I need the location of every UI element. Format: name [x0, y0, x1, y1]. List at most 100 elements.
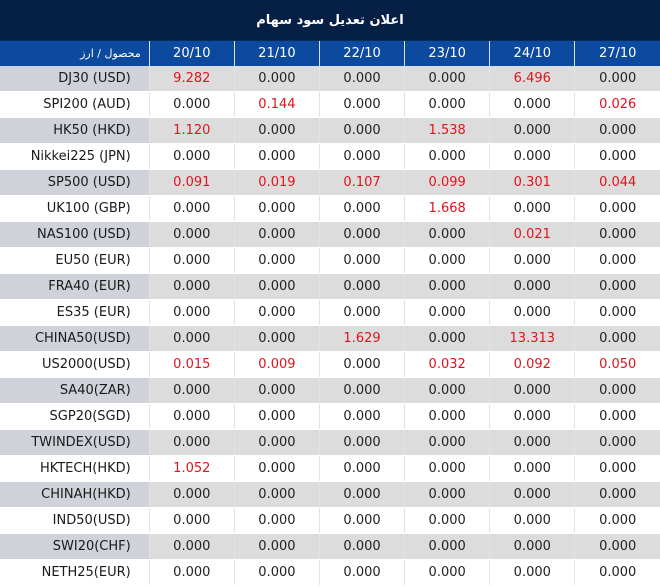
dividend-value-cell: 0.000	[234, 507, 320, 534]
dividend-value-cell: 0.000	[234, 455, 320, 482]
dividend-value-cell: 0.000	[234, 117, 320, 144]
dividend-value-cell: 0.000	[489, 299, 576, 326]
table-row: NAS100 (USD) 0.000 0.000 0.000 0.000 0.021 0.0…	[0, 221, 660, 248]
dividend-value-cell: 0.144	[234, 91, 320, 118]
dividend-value-cell: 0.000	[234, 66, 320, 92]
dividend-value-cell: 0.000	[149, 299, 235, 326]
dividend-value-cell: 13.313	[489, 325, 576, 352]
dividend-value-cell: 0.000	[404, 143, 491, 170]
header-date: 21/10	[234, 41, 320, 66]
header-date: 22/10	[319, 41, 406, 66]
dividend-value-cell: 0.000	[489, 403, 576, 430]
dividend-value-cell: 1.668	[404, 195, 491, 222]
dividend-value-cell: 0.000	[149, 143, 235, 170]
product-name-cell: EU50 (EUR)	[0, 247, 150, 274]
dividend-value-cell: 0.009	[234, 351, 320, 378]
product-name-cell: UK100 (GBP)	[0, 195, 150, 222]
dividend-value-cell: 0.000	[404, 429, 491, 456]
dividend-value-cell: 0.000	[404, 403, 491, 430]
dividend-value-cell: 0.000	[489, 455, 576, 482]
header-product-currency: محصول / ارز	[0, 41, 150, 66]
product-name-cell: CHINAH(HKD)	[0, 481, 150, 508]
table-row: ES35 (EUR) 0.000 0.000 0.000 0.000 0.000 0.000	[0, 299, 660, 326]
table-row: US2000(USD) 0.015 0.009 0.000 0.032 0.092 0.05…	[0, 351, 660, 378]
dividend-value-cell: 0.000	[319, 273, 406, 300]
dividend-value-cell: 0.000	[319, 507, 406, 534]
dividend-value-cell: 1.629	[319, 325, 406, 352]
dividend-value-cell: 0.000	[149, 507, 235, 534]
dividend-value-cell: 0.091	[149, 169, 235, 196]
product-name-cell: SGP20(SGD)	[0, 403, 150, 430]
dividend-value-cell: 0.000	[404, 273, 491, 300]
dividend-value-cell: 0.000	[404, 481, 491, 508]
dividend-value-cell: 0.000	[489, 377, 576, 404]
table-row: UK100 (GBP) 0.000 0.000 0.000 1.668 0.000 0.00…	[0, 195, 660, 222]
header-row: محصول / ارز 20/10 21/10 22/10 23/10 24/1…	[0, 41, 660, 66]
dividend-value-cell: 0.000	[404, 507, 491, 534]
dividend-value-cell: 0.000	[574, 403, 660, 430]
dividend-value-cell: 0.000	[319, 455, 406, 482]
dividend-value-cell: 0.000	[404, 377, 491, 404]
table-row: CHINA50(USD) 0.000 0.000 1.629 0.000 13.313 0.…	[0, 325, 660, 352]
dividend-value-cell: 0.000	[319, 299, 406, 326]
dividend-value-cell: 0.099	[404, 169, 491, 196]
dividend-value-cell: 1.120	[149, 117, 235, 144]
table-row: SWI20(CHF) 0.000 0.000 0.000 0.000 0.000 0.000	[0, 533, 660, 560]
dividend-value-cell: 0.000	[149, 325, 235, 352]
dividend-value-cell: 0.000	[574, 299, 660, 326]
table-row: HK50 (HKD) 1.120 0.000 0.000 1.538 0.000 0.000	[0, 117, 660, 144]
dividend-value-cell: 0.000	[234, 403, 320, 430]
table-row: DJ30 (USD) 9.282 0.000 0.000 0.000 6.496 0.000	[0, 66, 660, 92]
dividend-value-cell: 0.000	[489, 533, 576, 560]
product-name-cell: HK50 (HKD)	[0, 117, 150, 144]
dividend-value-cell: 0.000	[404, 533, 491, 560]
dividend-value-cell: 0.107	[319, 169, 406, 196]
dividend-value-cell: 0.000	[574, 377, 660, 404]
product-name-cell: SA40(ZAR)	[0, 377, 150, 404]
dividend-value-cell: 0.000	[234, 325, 320, 352]
table-row: HKTECH(HKD) 1.052 0.000 0.000 0.000 0.000 0.00…	[0, 455, 660, 482]
dividend-value-cell: 0.000	[319, 117, 406, 144]
dividend-value-cell: 0.000	[404, 455, 491, 482]
dividend-table: محصول / ارز 20/10 21/10 22/10 23/10 24/1…	[0, 41, 660, 586]
dividend-value-cell: 0.000	[574, 66, 660, 92]
product-name-cell: FRA40 (EUR)	[0, 273, 150, 300]
dividend-value-cell: 0.026	[574, 91, 660, 118]
dividend-value-cell: 0.000	[404, 91, 491, 118]
product-name-cell: SPI200 (AUD)	[0, 91, 150, 118]
dividend-value-cell: 0.000	[404, 325, 491, 352]
dividend-value-cell: 0.000	[149, 91, 235, 118]
dividend-value-cell: 0.000	[489, 91, 576, 118]
dividend-value-cell: 0.000	[319, 91, 406, 118]
dividend-value-cell: 0.000	[404, 66, 491, 92]
dividend-value-cell: 0.000	[319, 195, 406, 222]
table-row: SPI200 (AUD) 0.000 0.144 0.000 0.000 0.000 0.0…	[0, 91, 660, 118]
product-name-cell: HKTECH(HKD)	[0, 455, 150, 482]
dividend-value-cell: 0.050	[574, 351, 660, 378]
dividend-value-cell: 0.000	[574, 559, 660, 586]
dividend-value-cell: 1.052	[149, 455, 235, 482]
dividend-value-cell: 0.000	[234, 377, 320, 404]
dividend-value-cell: 0.000	[319, 66, 406, 92]
dividend-value-cell: 0.000	[234, 273, 320, 300]
dividend-value-cell: 0.301	[489, 169, 576, 196]
dividend-value-cell: 0.000	[319, 403, 406, 430]
header-date: 24/10	[489, 41, 576, 66]
dividend-value-cell: 0.000	[489, 559, 576, 586]
dividend-value-cell: 0.000	[319, 429, 406, 456]
dividend-value-cell: 0.032	[404, 351, 491, 378]
dividend-value-cell: 0.000	[404, 247, 491, 274]
dividend-value-cell: 0.000	[149, 429, 235, 456]
dividend-value-cell: 0.092	[489, 351, 576, 378]
dividend-value-cell: 6.496	[489, 66, 576, 92]
dividend-value-cell: 0.000	[319, 351, 406, 378]
product-name-cell: Nikkei225 (JPN)	[0, 143, 150, 170]
dividend-value-cell: 0.000	[489, 273, 576, 300]
dividend-value-cell: 0.000	[574, 195, 660, 222]
dividend-value-cell: 0.000	[234, 481, 320, 508]
table-row: SP500 (USD) 0.091 0.019 0.107 0.099 0.301 0.04…	[0, 169, 660, 196]
product-name-cell: TWINDEX(USD)	[0, 429, 150, 456]
dividend-value-cell: 0.000	[574, 325, 660, 352]
table-row: SA40(ZAR) 0.000 0.000 0.000 0.000 0.000 0.000	[0, 377, 660, 404]
table-row: NETH25(EUR) 0.000 0.000 0.000 0.000 0.000 0.00…	[0, 559, 660, 586]
